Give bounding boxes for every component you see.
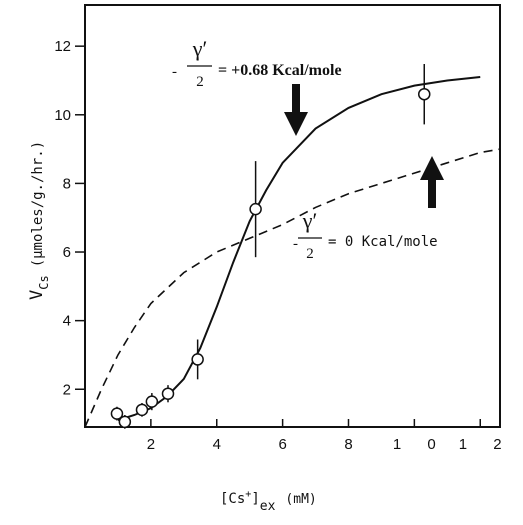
dashed-curve [84, 148, 501, 428]
data-point [161, 387, 175, 400]
annotation-numerator: γ′ [302, 208, 318, 233]
y-tick-label: 12 [54, 38, 71, 55]
x-tick-label: 4 [213, 436, 221, 453]
y-label: V [27, 290, 47, 300]
x-tick-label: 1 0 [393, 436, 436, 453]
x-tick-label: 1 2 [459, 436, 502, 453]
annotation-denominator: 2 [306, 246, 314, 262]
y-tick-label: 8 [63, 175, 71, 192]
plot-frame [84, 4, 501, 428]
x-axis-label: [Cs+]ex (mM) [220, 489, 317, 514]
y-label-sub: Cs [37, 275, 51, 289]
y-axis-label: VCs (µmoles/g./hr.) [27, 141, 51, 300]
arrow-down [284, 84, 308, 136]
data-point [145, 395, 159, 408]
arrow-up [420, 156, 444, 208]
annotation-text: = +0.68 Kcal/mole [218, 62, 342, 79]
x-label-unit: (mM) [285, 492, 316, 507]
y-tick-label: 2 [63, 381, 71, 398]
annotation: - γ′ 2 = 0 Kcal/mole [293, 208, 438, 262]
solid-curve [117, 76, 481, 422]
x-tick-label: 2 [147, 436, 155, 453]
annotation-denominator: 2 [196, 74, 204, 90]
y-tick-label: 4 [63, 313, 71, 330]
x-label-sup: + [245, 489, 251, 500]
data-point [191, 353, 204, 366]
data-point [417, 87, 431, 101]
annotation-numerator: γ′ [192, 36, 208, 61]
annotation-text: = 0 Kcal/mole [328, 234, 438, 250]
x-tick-label: 8 [344, 436, 352, 453]
data-point [135, 403, 149, 417]
annotation-minus: - [172, 64, 177, 80]
data-point [249, 202, 262, 216]
y-tick-label: 6 [63, 244, 71, 261]
x-tick-label: 6 [278, 436, 286, 453]
y-label-unit: (µmoles/g./hr.) [30, 141, 46, 267]
data-point [110, 407, 124, 420]
annotation: - γ′ 2 = +0.68 Kcal/mole [172, 36, 342, 90]
annotation-minus: - [293, 236, 298, 252]
x-label: [Cs [220, 491, 245, 507]
x-label-close: ] [251, 491, 259, 507]
x-label-sub: ex [260, 499, 276, 514]
y-tick-label: 10 [54, 107, 71, 124]
data-point [118, 415, 132, 429]
